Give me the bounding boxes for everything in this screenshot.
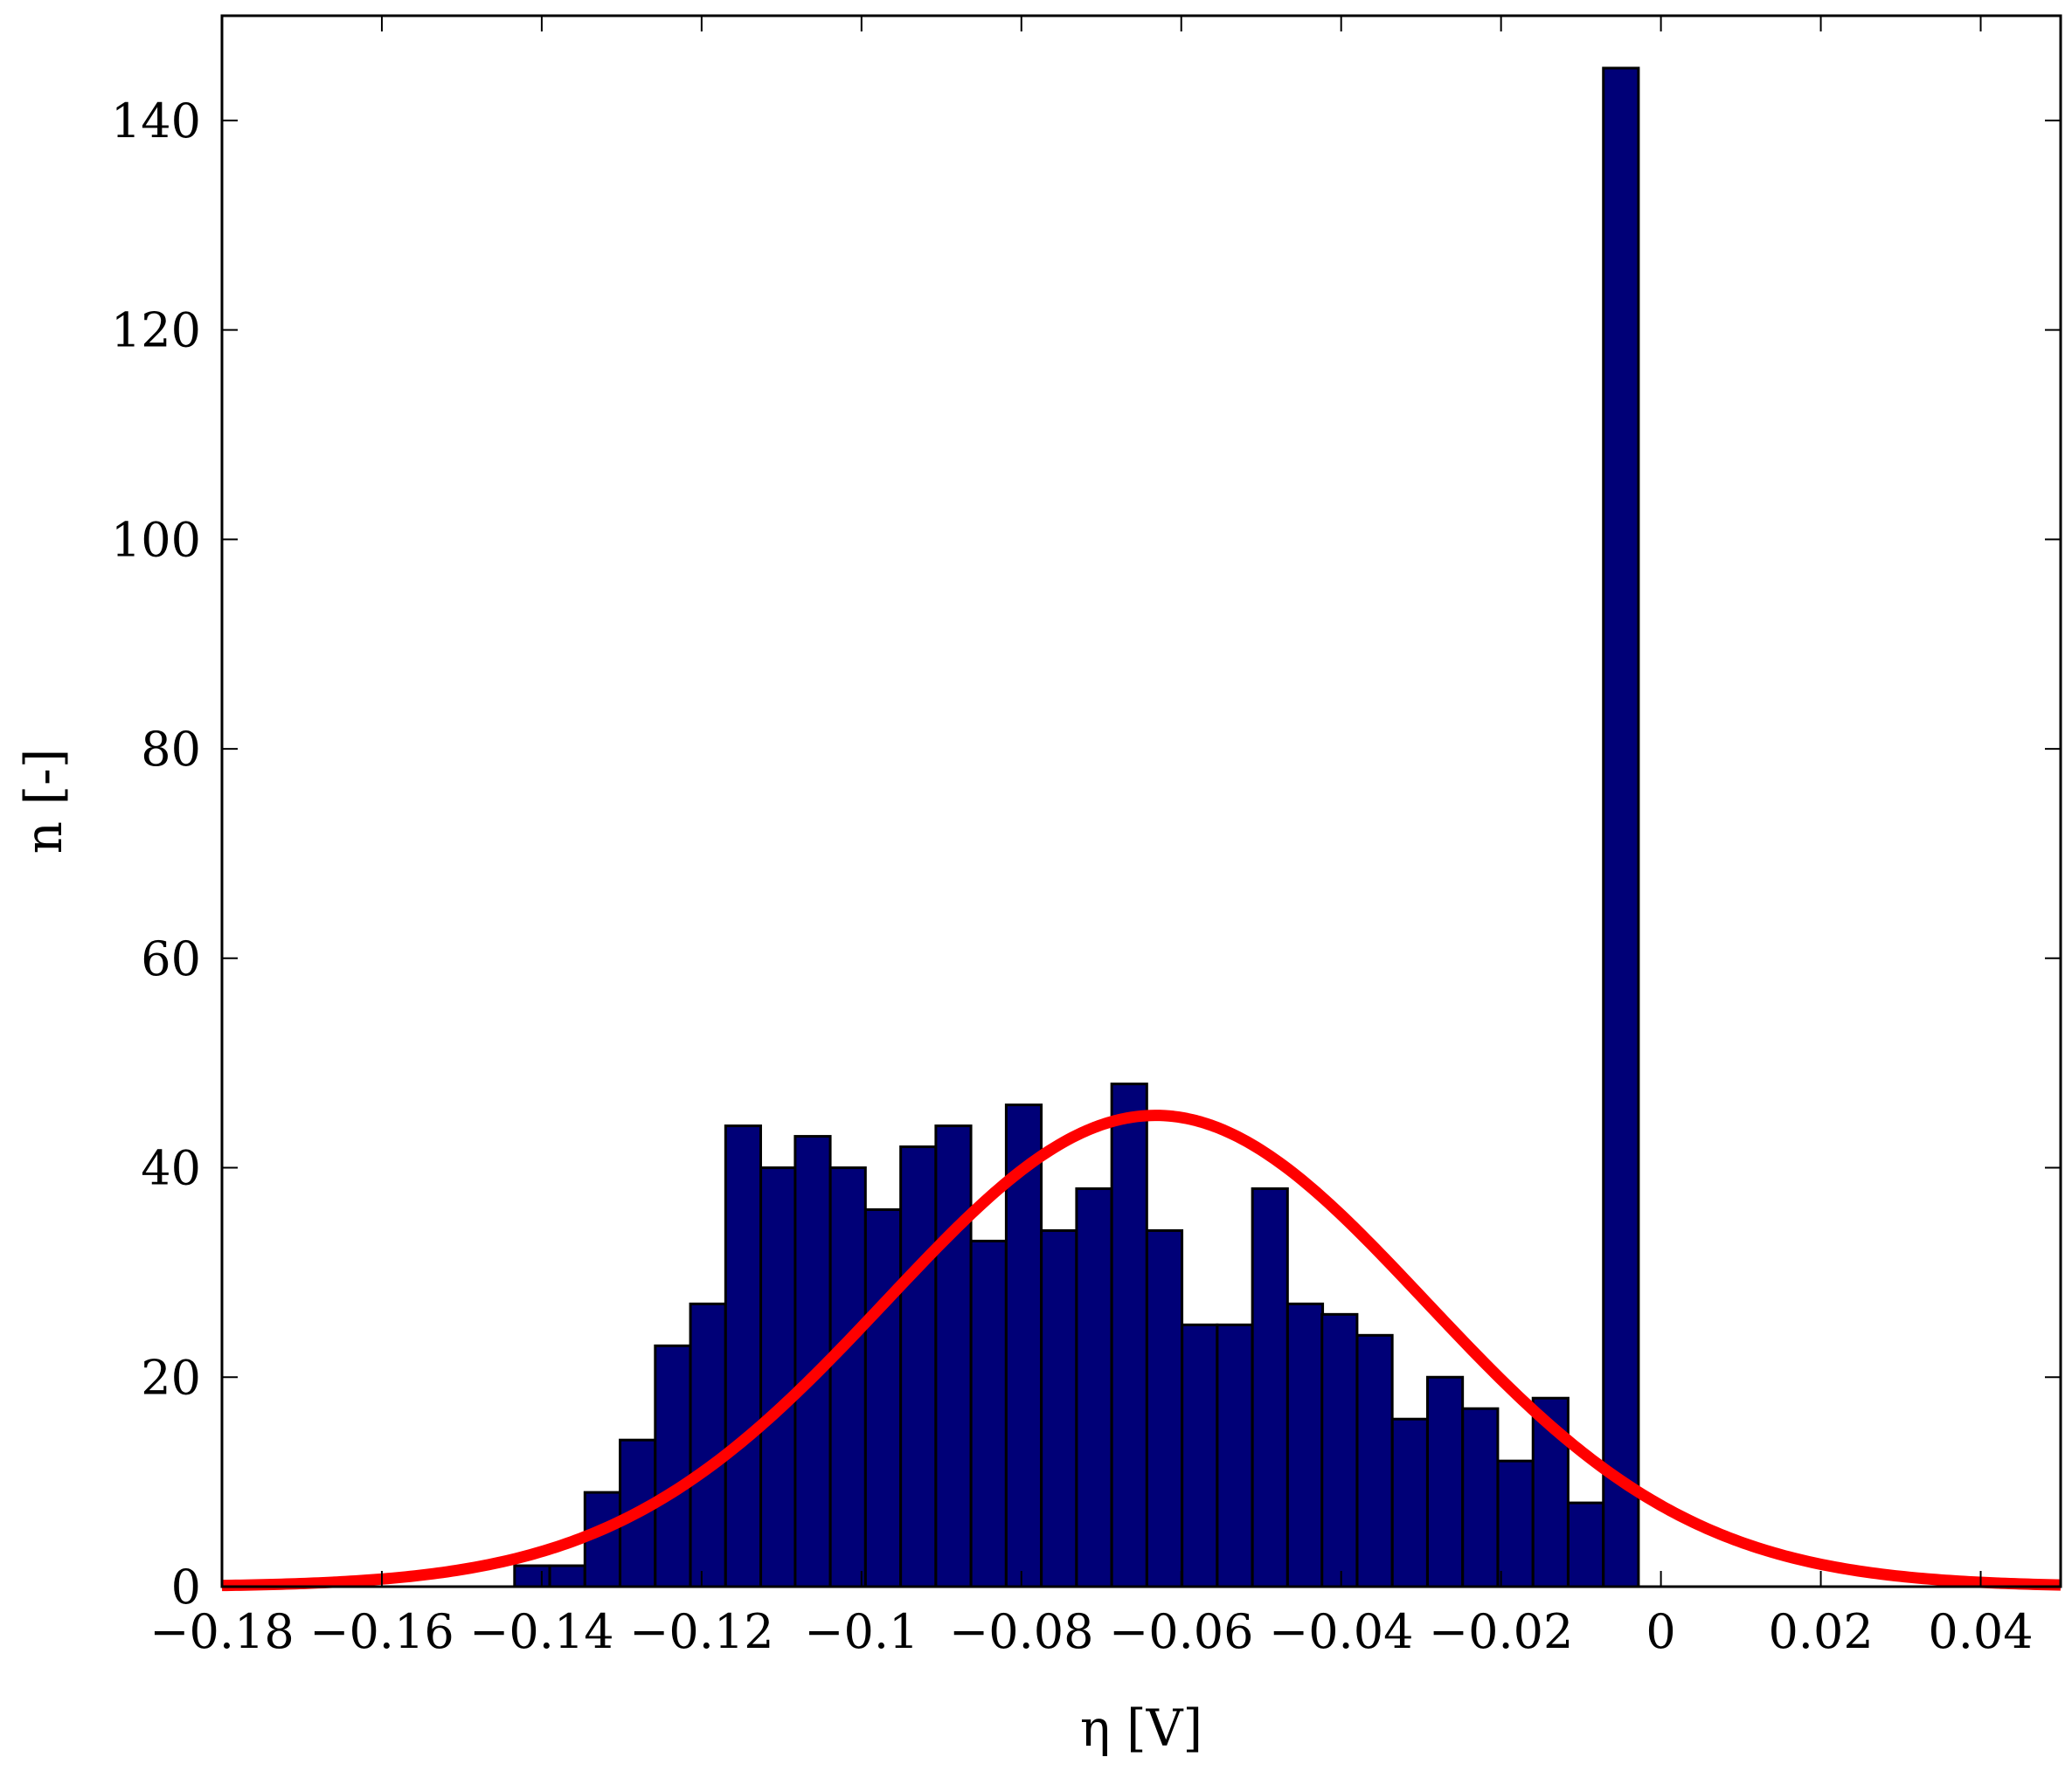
histogram-bar-16 (1075, 1187, 1113, 1588)
y-tick-label-1: 20 (141, 1350, 201, 1405)
histogram-bar-18 (1145, 1228, 1184, 1588)
histogram-bar-14 (1004, 1103, 1043, 1588)
histogram-bar-22 (1285, 1302, 1325, 1588)
axis-tick-labels: −0.18 −0.16 −0.14 −0.12 −0.1 −0.08 −0.06 −0.04−… (111, 93, 2034, 1659)
x-tick-label-7: −0.04 (1269, 1604, 1413, 1659)
histogram-bar-6 (724, 1124, 762, 1588)
histogram-bar-9 (828, 1166, 867, 1588)
histogram-bars (513, 66, 1640, 1588)
histogram-bar-11 (899, 1145, 938, 1588)
x-tick-label-0: −0.18 (149, 1604, 294, 1659)
x-tick-label-9: 0 (1646, 1604, 1675, 1659)
histogram-bar-19 (1181, 1323, 1219, 1588)
y-tick-label-2: 40 (141, 1141, 201, 1196)
x-axis-title: η [V] (1080, 1698, 1202, 1758)
histogram-bar-20 (1216, 1323, 1254, 1588)
x-tick-label-8: −0.02 (1429, 1604, 1573, 1659)
histogram-bar-17 (1110, 1083, 1148, 1588)
x-tick-label-5: −0.08 (949, 1604, 1093, 1659)
histogram-bar-5 (689, 1302, 727, 1588)
gaussian-fit-curve (220, 1110, 2062, 1592)
histogram-bar-10 (863, 1207, 903, 1588)
histogram-bar-31 (1602, 66, 1640, 1588)
histogram-bar-28 (1496, 1459, 1535, 1588)
x-tick-label-3: −0.12 (629, 1604, 773, 1659)
x-tick-label-10: 0.02 (1768, 1604, 1873, 1659)
y-tick-label-0: 0 (171, 1560, 201, 1615)
axis-ticks (221, 16, 2061, 1588)
x-tick-label-2: −0.14 (469, 1604, 613, 1659)
histogram-bar-27 (1461, 1407, 1500, 1588)
x-tick-label-4: −0.1 (804, 1604, 918, 1659)
histogram-bar-21 (1251, 1187, 1289, 1588)
histogram-bar-25 (1390, 1417, 1429, 1588)
histogram-bar-7 (759, 1166, 798, 1588)
histogram-bar-30 (1566, 1501, 1605, 1588)
y-tick-label-3: 60 (141, 931, 201, 986)
histogram-bar-15 (1040, 1228, 1078, 1588)
histogram-bar-13 (969, 1239, 1008, 1588)
histogram-bar-23 (1320, 1312, 1359, 1588)
histogram-bar-0 (513, 1564, 551, 1588)
y-tick-label-6: 120 (111, 303, 201, 358)
y-axis-title: n [-] (14, 749, 73, 854)
x-tick-label-1: −0.16 (309, 1604, 454, 1659)
histogram-bar-4 (654, 1344, 692, 1588)
histogram-bar-24 (1355, 1333, 1394, 1588)
histogram-bar-12 (934, 1124, 973, 1588)
histogram-bar-1 (548, 1564, 586, 1588)
plot-frame (220, 14, 2062, 1588)
x-tick-label-11: 0.04 (1928, 1604, 2033, 1659)
y-tick-label-5: 100 (111, 512, 201, 567)
x-tick-label-6: −0.06 (1109, 1604, 1253, 1659)
y-tick-label-4: 80 (141, 722, 201, 777)
y-tick-label-7: 140 (111, 93, 201, 149)
histogram-bar-26 (1425, 1375, 1465, 1588)
